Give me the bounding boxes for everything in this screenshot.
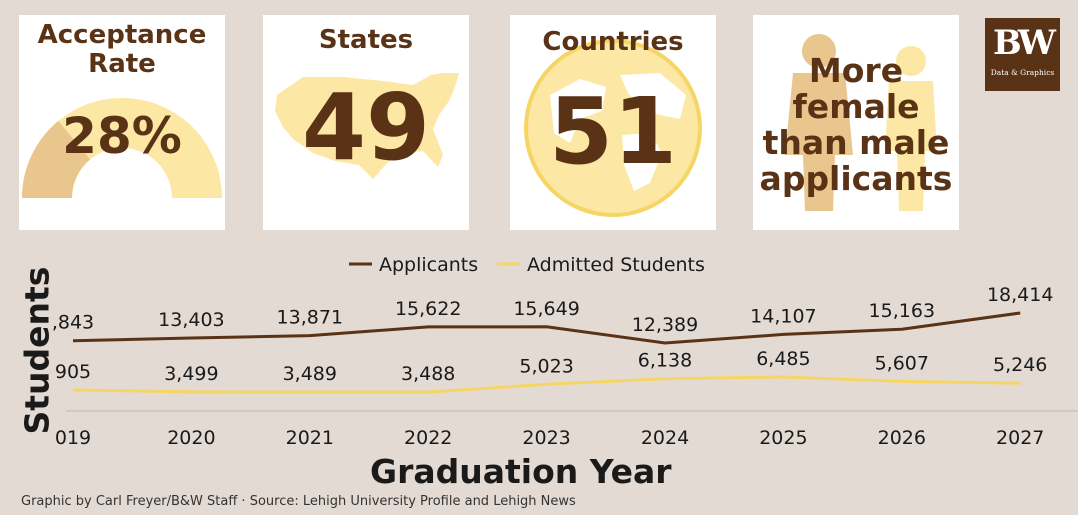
- x-tick-label-5: 2024: [641, 427, 689, 449]
- usa-map-icon: [275, 73, 459, 179]
- data-label-1-3: 3,488: [401, 363, 455, 385]
- x-tick-label-1: 2020: [167, 427, 215, 449]
- x-tick-label-0: 019: [55, 427, 91, 449]
- gender-text-line1: More: [808, 51, 904, 90]
- countries-card: Countries 51: [510, 15, 716, 230]
- data-label-1-1: 3,499: [164, 363, 218, 385]
- data-label-1-4: 5,023: [519, 355, 573, 377]
- acceptance-rate-title: Acceptance Rate: [37, 20, 207, 79]
- acceptance-rate-card: Acceptance Rate 28%: [19, 15, 225, 230]
- data-label-0-3: 15,622: [395, 298, 461, 320]
- states-card: States 49: [263, 15, 469, 230]
- x-tick-label-3: 2022: [404, 427, 452, 449]
- data-label-1-2: 3,489: [283, 363, 337, 385]
- countries-title: Countries: [542, 27, 684, 57]
- data-label-1-5: 6,138: [638, 350, 692, 372]
- data-label-0-6: 14,107: [750, 305, 816, 327]
- gender-text-line3: than male: [762, 123, 950, 162]
- acceptance-gauge: [21, 98, 222, 198]
- logo-monogram: BW: [993, 23, 1056, 63]
- x-tick-label-4: 2023: [522, 427, 570, 449]
- data-label-0-0: ,843: [52, 312, 94, 334]
- gender-text-line2: female: [792, 87, 920, 126]
- gender-text-line4: applicants: [759, 159, 953, 198]
- countries-value: 51: [548, 78, 678, 185]
- footer-credit: Graphic by Carl Freyer/B&W Staff · Sourc…: [21, 494, 576, 509]
- x-tick-label-2: 2021: [286, 427, 334, 449]
- data-label-0-7: 15,163: [869, 300, 935, 322]
- bw-logo: BW Data & Graphics: [985, 18, 1060, 91]
- data-label-0-5: 12,389: [632, 314, 698, 336]
- x-tick-label-6: 2025: [759, 427, 807, 449]
- gauge-fill: [21, 120, 91, 198]
- people-icon: [785, 34, 937, 211]
- legend-label-0: Applicants: [379, 254, 478, 276]
- line-chart: Applicants Admitted Students ,843 13,403 13,…: [52, 254, 1078, 449]
- globe-icon: [524, 39, 702, 217]
- legend-label-1: Admitted Students: [527, 254, 705, 276]
- y-axis-title: Students: [17, 266, 57, 435]
- data-label-1-6: 6,485: [756, 348, 810, 370]
- x-tick-label-8: 2027: [996, 427, 1044, 449]
- acceptance-rate-value: 28%: [62, 107, 182, 165]
- data-label-0-4: 15,649: [513, 298, 579, 320]
- states-value: 49: [301, 74, 431, 181]
- data-label-1-8: 5,246: [993, 354, 1047, 376]
- logo-subtitle: Data & Graphics: [990, 68, 1055, 77]
- data-label-1-0: 905: [55, 361, 91, 383]
- gender-card: More female than male applicants: [753, 15, 959, 230]
- x-axis-title: Graduation Year: [370, 452, 672, 491]
- gender-text: More female than male applicants: [753, 53, 959, 197]
- data-label-1-7: 5,607: [875, 352, 929, 374]
- data-label-0-2: 13,871: [277, 307, 343, 329]
- states-title: States: [318, 25, 414, 55]
- data-label-0-8: 18,414: [987, 284, 1053, 306]
- data-label-0-1: 13,403: [158, 309, 224, 331]
- x-tick-label-7: 2026: [878, 427, 926, 449]
